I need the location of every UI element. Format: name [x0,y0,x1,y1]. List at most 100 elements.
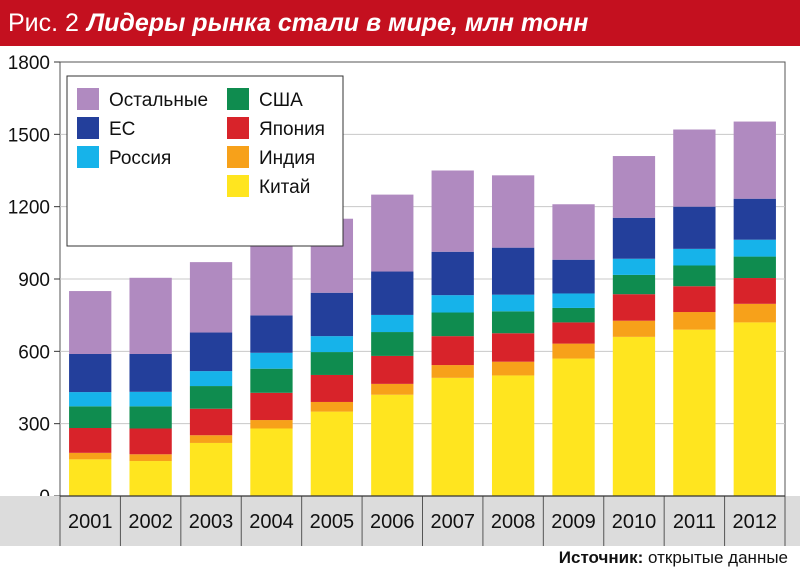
bar-segment [129,353,172,392]
legend-swatch [227,146,249,168]
bar-segment [491,361,535,376]
bar-segment [189,332,233,372]
bar-segment [250,315,293,353]
bar-segment [250,352,293,369]
bar-segment [431,295,474,313]
bar-segment [371,394,414,496]
bar-segment [673,329,716,496]
bar-segment [371,332,414,356]
x-tick-label: 2006 [370,511,415,533]
legend-label: Индия [259,148,315,169]
bar-segment [189,262,233,333]
bar-segment [733,322,776,496]
bar-segment [69,459,112,496]
bar-segment [552,322,595,344]
legend-label: Остальные [109,90,208,111]
bar-segment [69,406,112,429]
bar-segment [69,428,112,453]
legend-label: США [259,90,303,111]
figure-number: Рис. 2 [8,8,79,37]
bar-segment [673,248,716,266]
y-tick-label: 300 [18,415,50,436]
bar-segment [371,194,414,272]
x-tick-label: 2007 [430,511,475,533]
bar-segment [491,175,535,248]
bar-segment [612,294,656,321]
bar-segment [673,312,716,330]
bar-segment [673,129,716,207]
bar-segment [310,352,354,375]
bar-segment [552,293,595,308]
y-tick-label: 1800 [8,53,50,74]
figure-title-bar: Рис. 2 Лидеры рынка стали в мире, млн то… [0,0,800,46]
bar-segment [129,454,172,462]
y-tick-label: 600 [18,342,50,363]
bar-segment [250,420,293,429]
bar-segment [310,292,354,337]
bar-segment [552,204,595,260]
x-axis-band [0,496,800,546]
x-tick-label: 2005 [310,511,355,533]
bar-segment [189,371,233,387]
bar-segment [189,408,233,436]
y-tick-label: 1500 [8,125,50,146]
bar-segment [129,391,172,407]
bar-segment [189,442,233,496]
bar-segment [129,406,172,429]
bar-segment [491,311,535,334]
bar-segment [310,411,354,496]
bar-segment [250,392,293,421]
legend-swatch [227,88,249,110]
figure-title: Лидеры рынка стали в мире, млн тонн [86,8,589,37]
bar-segment [733,198,776,240]
legend-label: Россия [109,148,171,169]
bar-segment [310,401,354,412]
bar-segment [612,274,656,295]
bar-segment [431,377,474,496]
bar-segment [552,343,595,359]
bar-segment [189,386,233,409]
y-tick-label: 900 [18,270,50,291]
bar-segment [69,452,112,460]
bar-segment [371,383,414,395]
bar-segment [733,278,776,304]
legend-swatch [227,175,249,197]
bar-segment [673,265,716,287]
bar-segment [310,336,354,353]
bar-segment [491,294,535,312]
bar-segment [491,375,535,496]
source-label: Источник: [558,548,644,567]
bar-segment [733,239,776,257]
bar-segment [250,428,293,496]
x-tick-label: 2008 [491,511,536,533]
x-tick-label: 2010 [612,511,657,533]
bar-segment [673,206,716,249]
bar-segment [371,355,414,384]
bar-segment [431,251,474,296]
bar-segment [129,428,172,455]
x-tick-label: 2003 [189,511,234,533]
legend-swatch [77,117,99,139]
bar-segment [612,336,656,496]
x-tick-label: 2009 [551,511,596,533]
bar-segment [612,217,656,259]
bar-segment [310,374,354,402]
bar-segment [612,320,656,337]
legend-box [66,75,344,247]
bar-segment [612,258,656,275]
legend-swatch [77,88,99,110]
legend-label: Япония [259,119,325,140]
bar-segment [250,238,293,316]
bar-segment [371,271,414,315]
bar-segment [491,333,535,362]
bar-segment [431,312,474,337]
bar-segment [431,336,474,366]
bar-segment [69,392,112,407]
bar-segment [673,286,716,313]
source-text: открытые данные [648,548,788,567]
bar-segment [129,277,172,354]
bar-segment [733,303,776,323]
x-tick-label: 2011 [673,511,716,533]
x-tick-label: 2001 [68,511,113,533]
bar-segment [733,256,776,279]
